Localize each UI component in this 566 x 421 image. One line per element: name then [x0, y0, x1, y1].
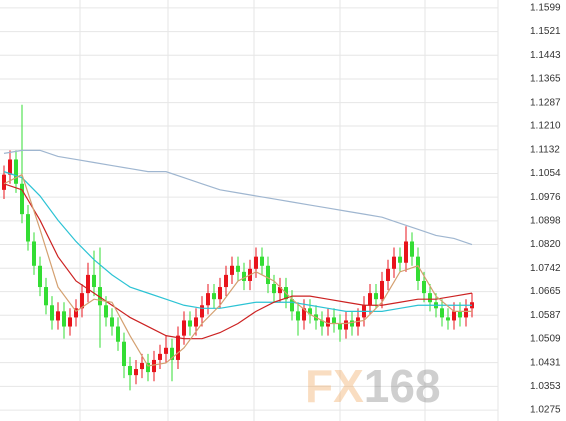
y-tick-label: 1.0742 — [530, 263, 561, 274]
vertical-grid — [79, 0, 426, 421]
candle-body — [128, 366, 132, 376]
candle-body — [386, 268, 390, 281]
candle-body — [410, 241, 414, 257]
watermark: FX168 — [305, 360, 441, 412]
candle-body — [62, 311, 66, 327]
moving-average-line — [3, 171, 472, 312]
watermark-part: FX — [305, 360, 364, 412]
candle-body — [380, 280, 384, 300]
candle-body — [464, 308, 468, 318]
candle-body — [122, 341, 126, 367]
y-tick-label: 1.1210 — [530, 121, 561, 132]
candle-body — [140, 362, 144, 370]
y-tick-label: 1.0587 — [530, 310, 561, 321]
candle-body — [170, 347, 174, 360]
watermark-part: 168 — [364, 360, 441, 412]
candle-body — [404, 241, 408, 263]
candle-body — [110, 317, 114, 327]
y-tick-label: 1.1054 — [530, 168, 561, 179]
candle-body — [368, 293, 372, 306]
candle-body — [272, 284, 276, 294]
candle-body — [134, 369, 138, 376]
candle-body — [8, 159, 12, 175]
y-tick-label: 1.0509 — [530, 334, 561, 345]
candle-body — [152, 359, 156, 373]
candle-body — [242, 271, 246, 281]
candle-body — [236, 265, 240, 272]
candle-body — [296, 311, 300, 321]
candle-body — [200, 305, 204, 318]
candle-body — [56, 311, 60, 321]
candle-body — [260, 256, 264, 266]
candle-body — [182, 320, 186, 336]
y-tick-label: 1.0665 — [530, 286, 561, 297]
candle-body — [308, 308, 312, 315]
candle-body — [398, 256, 402, 263]
candle-body — [218, 287, 222, 300]
candle-body — [350, 320, 354, 327]
candle-body — [98, 287, 102, 306]
candle-body — [164, 347, 168, 354]
y-tick-label: 1.1443 — [530, 50, 561, 61]
candle-body — [44, 287, 48, 306]
candle-body — [212, 293, 216, 300]
y-tick-label: 1.1599 — [530, 3, 561, 14]
candle-body — [452, 311, 456, 321]
candle-body — [440, 308, 444, 318]
candle-body — [80, 293, 84, 309]
candle-body — [86, 274, 90, 294]
candle-body — [254, 256, 258, 269]
candle-body — [188, 320, 192, 327]
y-tick-label: 1.0898 — [530, 215, 561, 226]
y-tick-label: 1.1132 — [530, 144, 560, 155]
candle-body — [422, 280, 426, 294]
candle-body — [26, 214, 30, 242]
candle-body — [428, 293, 432, 303]
candle-body — [374, 293, 378, 300]
candle-body — [320, 320, 324, 327]
candle-body — [332, 317, 336, 324]
candle-body — [344, 320, 348, 330]
candle-body — [446, 317, 450, 321]
candle-body — [14, 159, 18, 184]
y-tick-label: 1.1521 — [530, 26, 561, 37]
y-tick-label: 1.0976 — [530, 192, 561, 203]
candle-body — [278, 287, 282, 294]
moving-average-line — [3, 149, 473, 246]
y-tick-label: 1.0275 — [530, 405, 561, 416]
candle-body — [20, 183, 24, 215]
candle-body — [92, 274, 96, 288]
candle-body — [2, 174, 6, 190]
candle-body — [38, 265, 42, 288]
candle-body — [74, 308, 78, 318]
candle-body — [32, 241, 36, 266]
candle-body — [458, 311, 462, 318]
candle-body — [230, 265, 234, 275]
candle-body — [290, 299, 294, 312]
candle-body — [176, 335, 180, 360]
moving-average-line — [3, 183, 473, 340]
y-tick-label: 1.0820 — [530, 239, 561, 250]
candle-body — [68, 317, 72, 327]
candle-body — [266, 265, 270, 285]
candle-body — [302, 308, 306, 321]
moving-average-line — [3, 173, 472, 367]
candle-body — [338, 323, 342, 330]
candle-body — [116, 326, 120, 342]
candle-body — [206, 293, 210, 306]
y-tick-label: 1.0431 — [530, 357, 561, 368]
candle-body — [194, 317, 198, 327]
candle-body — [392, 256, 396, 269]
candle-body — [146, 362, 150, 373]
candle-body — [104, 305, 108, 318]
candle-body — [416, 256, 420, 281]
y-tick-label: 1.1287 — [530, 97, 561, 108]
candle-body — [326, 317, 330, 327]
candle-body — [158, 353, 162, 360]
candle-body — [224, 274, 228, 288]
y-tick-label: 1.1365 — [530, 74, 561, 85]
y-tick-label: 1.0353 — [530, 381, 561, 392]
candle-body — [50, 305, 54, 321]
